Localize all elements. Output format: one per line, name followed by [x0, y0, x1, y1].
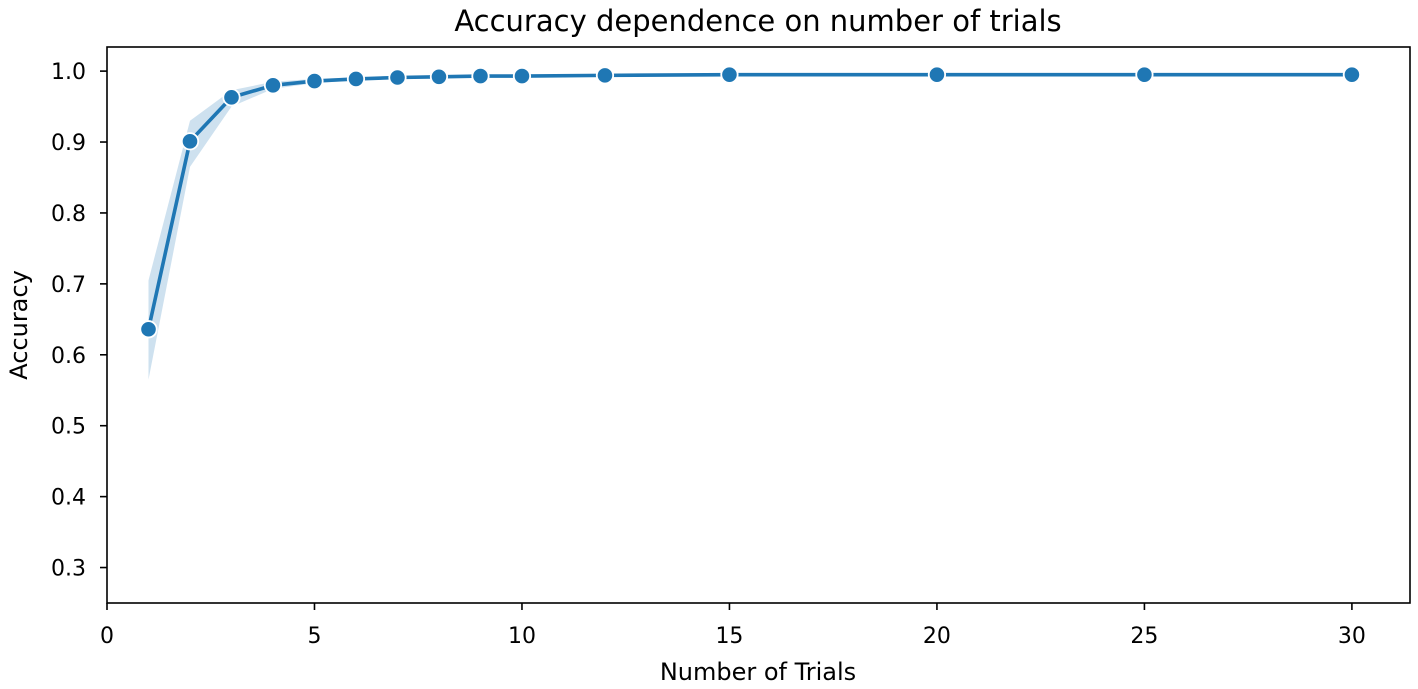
axes-frame — [106, 46, 1411, 604]
y-tick-label: 0.8 — [51, 202, 86, 227]
y-axis: 0.3 0.4 0.5 0.6 0.7 0.8 0.9 1.0 — [51, 60, 107, 582]
x-axis: 0 5 10 15 20 25 30 — [100, 603, 1366, 649]
data-point — [429, 67, 449, 86]
chart-title: Accuracy dependence on number of trials — [454, 4, 1061, 38]
x-tick-label: 10 — [508, 624, 536, 649]
data-point — [1342, 65, 1362, 84]
data-point — [720, 65, 739, 84]
x-tick-label: 25 — [1130, 624, 1158, 649]
y-tick-label: 0.5 — [51, 415, 86, 440]
x-tick-label: 30 — [1338, 624, 1366, 649]
x-axis-title: Number of Trials — [660, 658, 856, 686]
data-point — [512, 66, 532, 86]
data-point — [595, 66, 615, 85]
x-tick-label: 20 — [923, 624, 951, 649]
data-point — [1135, 65, 1154, 84]
data-point — [263, 76, 283, 95]
data-point — [305, 71, 324, 91]
series-line — [146, 72, 1354, 332]
plot-area — [139, 65, 1362, 380]
x-tick-label: 5 — [307, 624, 321, 649]
y-tick-label: 0.9 — [51, 131, 86, 156]
data-point — [346, 69, 366, 89]
y-tick-label: 1.0 — [51, 60, 86, 85]
data-point — [180, 132, 200, 151]
y-tick-label: 0.3 — [51, 557, 86, 582]
x-tick-label: 15 — [715, 624, 743, 649]
y-tick-label: 0.4 — [51, 486, 86, 511]
y-tick-label: 0.7 — [51, 273, 86, 298]
data-point — [222, 88, 241, 107]
data-point — [388, 68, 407, 87]
y-axis-title: Accuracy — [5, 270, 33, 380]
data-point — [139, 320, 158, 339]
y-tick-label: 0.6 — [51, 344, 86, 369]
confidence-band — [148, 73, 1352, 380]
data-point — [471, 66, 490, 86]
x-tick-label: 0 — [100, 624, 114, 649]
data-point — [927, 65, 947, 84]
